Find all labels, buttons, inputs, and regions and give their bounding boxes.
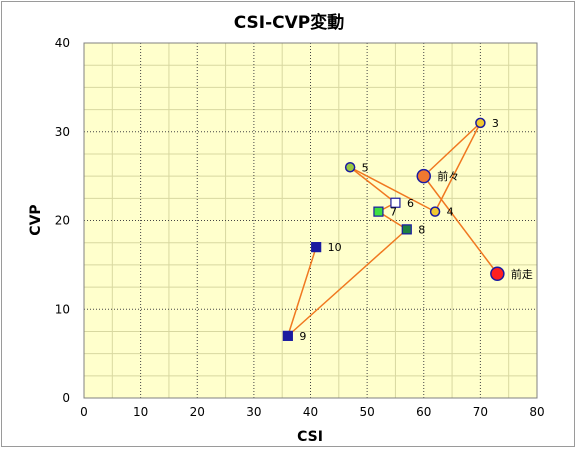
chart-title: CSI-CVP変動 xyxy=(234,12,345,33)
data-point xyxy=(416,168,431,184)
y-tick-label: 0 xyxy=(62,391,70,405)
y-tick-label: 30 xyxy=(55,125,70,139)
data-label: 7 xyxy=(390,206,397,219)
data-label: 前走 xyxy=(511,267,533,281)
series-segment xyxy=(423,122,481,177)
data-label: 4 xyxy=(447,206,454,219)
y-tick-label: 10 xyxy=(55,302,70,316)
series-segment xyxy=(287,246,317,337)
data-label: 5 xyxy=(362,161,369,174)
data-label: 6 xyxy=(407,197,414,210)
x-tick-label: 30 xyxy=(246,405,261,419)
data-point xyxy=(282,330,293,341)
x-tick-label: 10 xyxy=(133,405,148,419)
x-tick-label: 0 xyxy=(80,405,88,419)
data-label: 10 xyxy=(328,241,342,254)
data-label: 3 xyxy=(492,117,499,130)
y-axis-label: CVP xyxy=(28,204,44,235)
grid xyxy=(84,43,537,398)
x-tick-label: 20 xyxy=(190,405,205,419)
data-label: 8 xyxy=(418,223,425,236)
axis-ticks: 0 10 20 30 40 50 60 70 80 0 10 20 30 40 xyxy=(55,36,545,419)
x-tick-label: 60 xyxy=(416,405,431,419)
data-point xyxy=(401,224,412,235)
data-point xyxy=(390,197,401,208)
data-point xyxy=(311,242,322,253)
x-tick-label: 70 xyxy=(473,405,488,419)
y-tick-label: 20 xyxy=(55,214,70,228)
series-segment xyxy=(287,228,408,337)
series-segment xyxy=(423,175,498,275)
x-tick-label: 80 xyxy=(529,405,544,419)
series-segment xyxy=(349,166,436,213)
data-label: 9 xyxy=(299,330,306,343)
data-point xyxy=(344,162,356,173)
series-segment xyxy=(349,166,396,204)
data-label: 前々 xyxy=(437,169,459,183)
plot-border xyxy=(83,42,538,399)
data-points: 前走 前々 3 4 5 67 8 9 10 xyxy=(282,117,533,343)
x-tick-label: 40 xyxy=(303,405,318,419)
x-tick-label: 50 xyxy=(359,405,374,419)
data-point xyxy=(373,206,384,217)
y-tick-label: 40 xyxy=(55,36,70,50)
series-segment xyxy=(434,122,482,212)
data-point xyxy=(429,206,441,217)
x-axis-label: CSI xyxy=(297,429,323,445)
data-point xyxy=(490,266,505,281)
series-line xyxy=(287,122,498,337)
data-point xyxy=(475,117,486,129)
